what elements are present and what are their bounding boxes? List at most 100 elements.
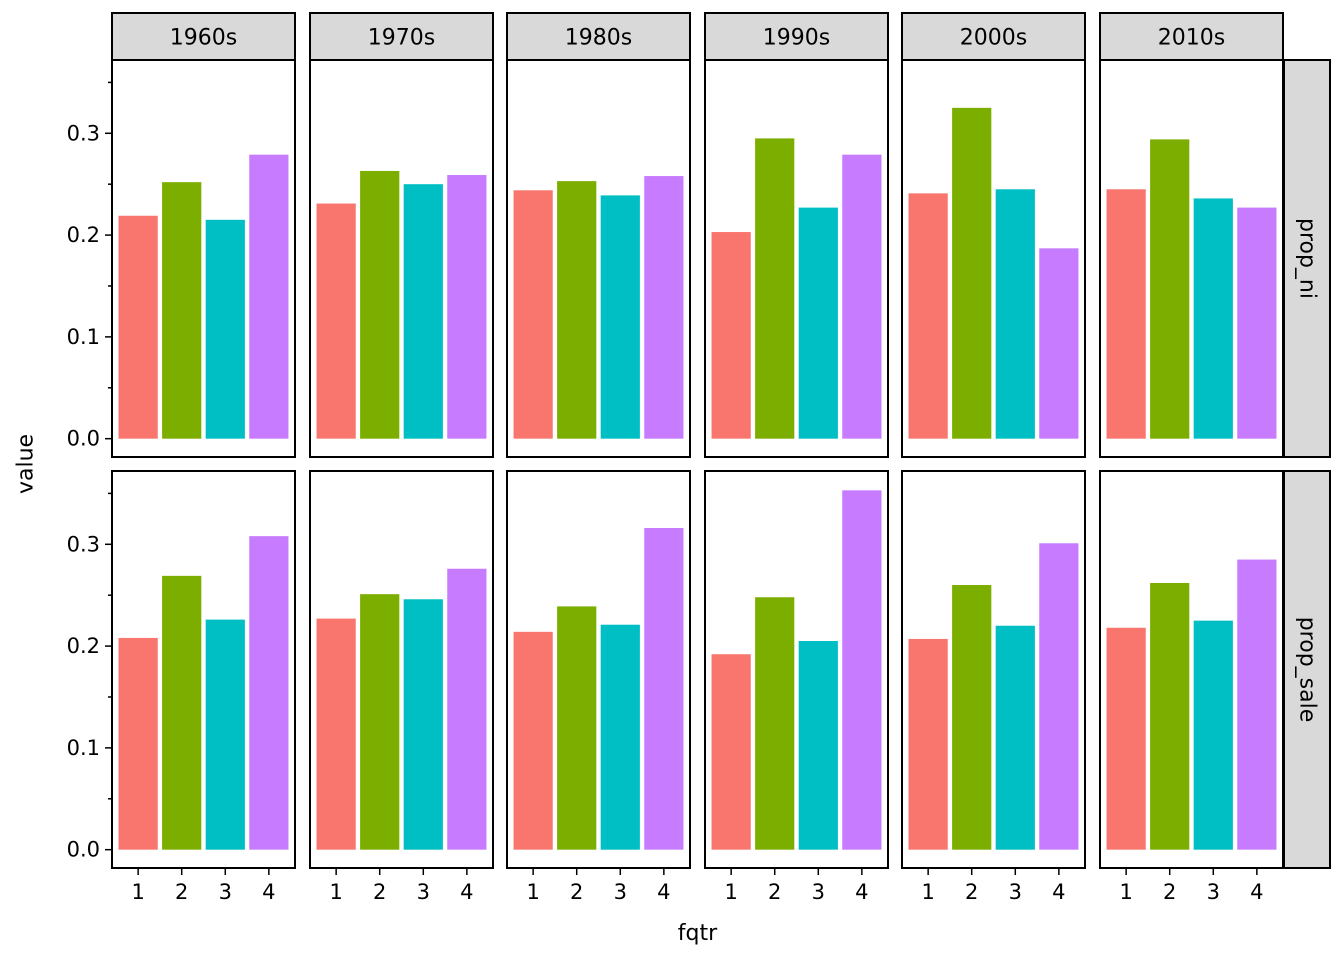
row-strip-prop_ni: prop_ni bbox=[1283, 59, 1331, 458]
bar-prop_ni-2000s-q3 bbox=[995, 189, 1035, 439]
column-strips: 1960s 1970s 1980s 1990s 2000s 2010s bbox=[111, 12, 1284, 61]
panels bbox=[111, 59, 1284, 869]
x-tick-label: 4 bbox=[262, 880, 275, 904]
x-tick-label: 1 bbox=[724, 880, 737, 904]
x-tick-label: 1 bbox=[526, 880, 539, 904]
column-strip-2010s: 2010s bbox=[1099, 12, 1284, 61]
column-strip-label: 1980s bbox=[565, 26, 632, 51]
bar-prop_ni-1960s-q4 bbox=[249, 154, 289, 439]
row-strip-label: prop_ni bbox=[1295, 218, 1320, 299]
bar-prop_ni-1970s-q1 bbox=[316, 203, 356, 439]
panel-prop_ni-1990s bbox=[704, 59, 889, 458]
bar-prop_ni-1990s-q4 bbox=[842, 154, 882, 439]
bar-prop_sale-1990s-q4 bbox=[842, 490, 882, 850]
bar-prop_sale-2000s-q4 bbox=[1039, 543, 1079, 850]
y-tick-label: 0.3 bbox=[67, 121, 100, 145]
x-tick-label: 4 bbox=[460, 880, 473, 904]
bar-prop_ni-1960s-q2 bbox=[162, 182, 202, 439]
bar-prop_sale-1990s-q2 bbox=[755, 597, 795, 850]
bar-prop_ni-1960s-q3 bbox=[205, 219, 245, 439]
bar-prop_sale-1970s-q4 bbox=[447, 568, 487, 850]
x-axis-title: fqtr bbox=[678, 921, 718, 946]
bar-prop_sale-1960s-q4 bbox=[249, 536, 289, 850]
column-strip-label: 1960s bbox=[170, 26, 237, 51]
column-strip-bg bbox=[309, 12, 494, 61]
panel-prop_ni-1980s bbox=[506, 59, 691, 458]
bar-prop_sale-1980s-q4 bbox=[644, 528, 684, 850]
x-axis-2000s: 1 2 3 4 bbox=[921, 868, 1066, 904]
panel-prop_ni-2010s bbox=[1099, 59, 1284, 458]
x-tick-label: 3 bbox=[614, 880, 627, 904]
column-strip-label: 1990s bbox=[763, 26, 830, 51]
column-strip-bg bbox=[1099, 12, 1284, 61]
bar-prop_sale-2000s-q2 bbox=[952, 585, 992, 850]
y-axis-prop_ni: 0.0 0.1 0.2 0.3 bbox=[67, 81, 112, 451]
x-axis-1980s: 1 2 3 4 bbox=[526, 868, 671, 904]
x-tick-label: 3 bbox=[417, 880, 430, 904]
bar-prop_sale-1970s-q1 bbox=[316, 618, 356, 850]
x-tick-label: 2 bbox=[175, 880, 188, 904]
x-tick-label: 1 bbox=[1119, 880, 1132, 904]
panel-prop_ni-1970s bbox=[309, 59, 494, 458]
x-tick-label: 2 bbox=[768, 880, 781, 904]
bar-prop_sale-2000s-q1 bbox=[908, 638, 948, 850]
x-tick-label: 4 bbox=[1052, 880, 1065, 904]
bar-prop_sale-1970s-q2 bbox=[360, 594, 400, 850]
x-tick-label: 1 bbox=[921, 880, 934, 904]
y-tick-label: 0.1 bbox=[67, 325, 100, 349]
bar-prop_sale-2010s-q3 bbox=[1193, 620, 1233, 850]
column-strip-1970s: 1970s bbox=[309, 12, 494, 61]
bar-prop_ni-2010s-q3 bbox=[1193, 198, 1233, 439]
bar-prop_sale-1960s-q1 bbox=[118, 637, 158, 850]
y-tick-label: 0.2 bbox=[67, 634, 100, 658]
y-tick-label: 0.0 bbox=[67, 838, 100, 862]
bar-prop_ni-1970s-q4 bbox=[447, 175, 487, 439]
x-axes: 1 2 3 4 1 2 3 4 1 2 3 4 1 2 3 4 1 2 3 4 1 2 3 4 bbox=[131, 868, 1264, 904]
y-tick-label: 0.1 bbox=[67, 736, 100, 760]
bar-prop_ni-2000s-q1 bbox=[908, 193, 948, 439]
row-strip-bg bbox=[1283, 59, 1331, 458]
row-strips: prop_ni prop_sale bbox=[1283, 59, 1331, 869]
bar-prop_ni-2010s-q1 bbox=[1106, 189, 1146, 439]
bar-prop_sale-1970s-q3 bbox=[403, 599, 443, 850]
panel-prop_sale-2000s bbox=[901, 470, 1086, 869]
y-tick-label: 0.2 bbox=[67, 223, 100, 247]
bar-prop_ni-1990s-q2 bbox=[755, 138, 795, 439]
x-tick-label: 3 bbox=[812, 880, 825, 904]
bar-prop_sale-2010s-q4 bbox=[1237, 559, 1277, 850]
x-tick-label: 4 bbox=[1250, 880, 1263, 904]
x-tick-label: 1 bbox=[131, 880, 144, 904]
panel-prop_sale-1960s bbox=[111, 470, 296, 869]
x-tick-label: 2 bbox=[1163, 880, 1176, 904]
bar-prop_ni-2010s-q4 bbox=[1237, 207, 1277, 439]
bar-prop_ni-1990s-q1 bbox=[711, 232, 751, 439]
bar-prop_sale-1990s-q1 bbox=[711, 654, 751, 850]
bar-prop_ni-2000s-q4 bbox=[1039, 248, 1079, 439]
bar-prop_sale-2010s-q1 bbox=[1106, 627, 1146, 850]
bar-prop_ni-1960s-q1 bbox=[118, 215, 158, 439]
bar-prop_sale-1990s-q3 bbox=[798, 640, 838, 850]
x-axis-2010s: 1 2 3 4 bbox=[1119, 868, 1264, 904]
column-strip-1990s: 1990s bbox=[704, 12, 889, 61]
bar-prop_ni-1970s-q2 bbox=[360, 170, 400, 439]
column-strip-bg bbox=[111, 12, 296, 61]
x-tick-label: 3 bbox=[219, 880, 232, 904]
panel-prop_sale-1970s bbox=[309, 470, 494, 869]
column-strip-bg bbox=[704, 12, 889, 61]
panel-prop_sale-1990s bbox=[704, 470, 889, 869]
x-tick-label: 4 bbox=[657, 880, 670, 904]
bar-prop_ni-1980s-q4 bbox=[644, 176, 684, 439]
row-strip-prop_sale: prop_sale bbox=[1283, 470, 1331, 869]
bar-prop_sale-2000s-q3 bbox=[995, 625, 1035, 850]
x-axis-1960s: 1 2 3 4 bbox=[131, 868, 276, 904]
y-tick-label: 0.3 bbox=[67, 532, 100, 556]
panel-prop_sale-1980s bbox=[506, 470, 691, 869]
panel-prop_sale-2010s bbox=[1099, 470, 1284, 869]
bar-prop_sale-1960s-q2 bbox=[162, 575, 202, 850]
x-axis-1970s: 1 2 3 4 bbox=[329, 868, 474, 904]
bar-prop_ni-1990s-q3 bbox=[798, 207, 838, 439]
x-axis-1990s: 1 2 3 4 bbox=[724, 868, 869, 904]
bar-prop_ni-1980s-q1 bbox=[513, 190, 553, 439]
x-tick-label: 3 bbox=[1009, 880, 1022, 904]
